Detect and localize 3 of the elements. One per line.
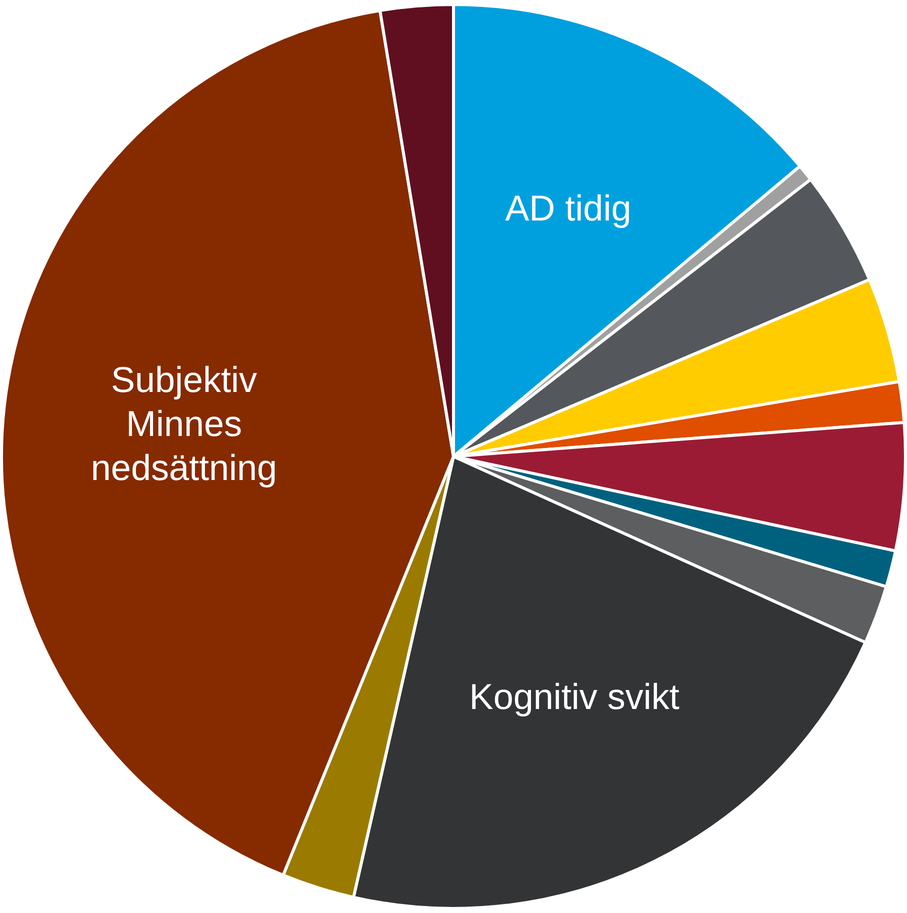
slice-label: Subjektiv Minnes nedsättning <box>90 359 278 488</box>
slice-label: AD tidig <box>505 188 632 229</box>
slice-label: Kognitiv svikt <box>469 676 680 718</box>
